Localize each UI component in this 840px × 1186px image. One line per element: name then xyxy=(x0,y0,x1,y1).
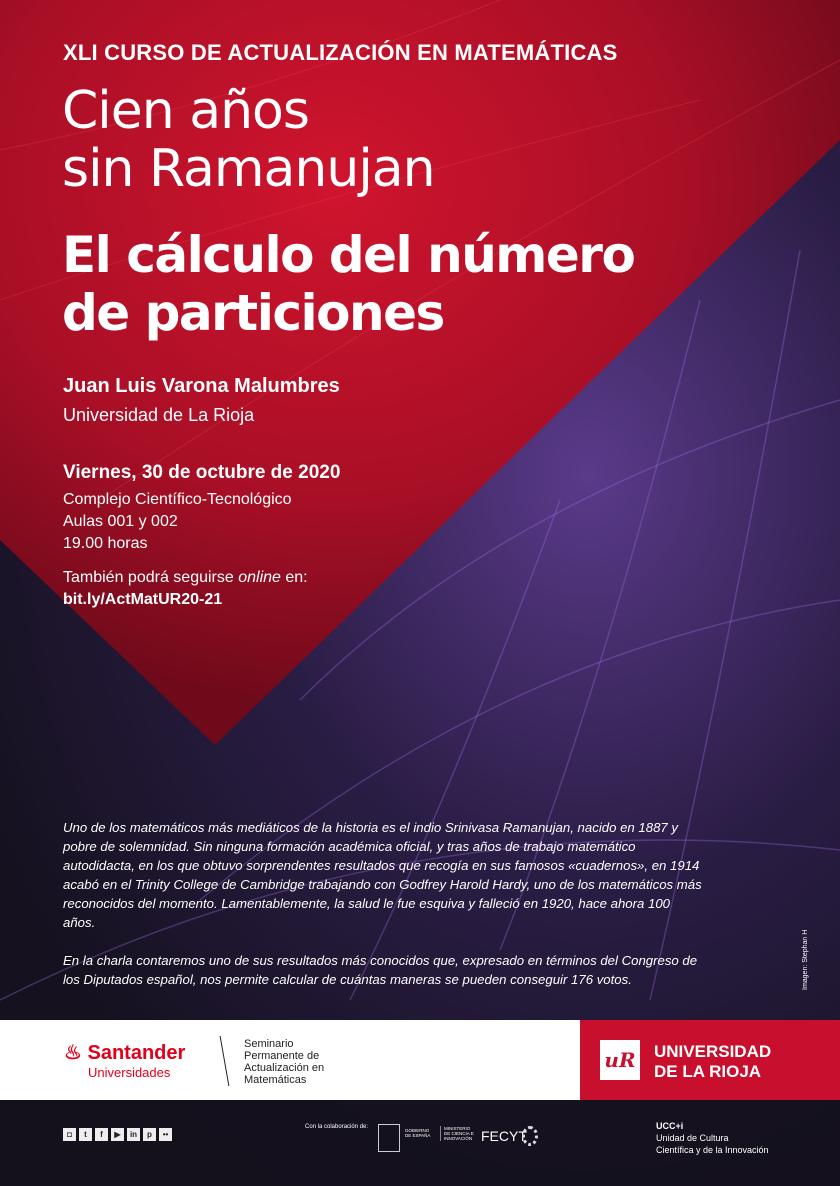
ucci-title: UCC+i xyxy=(656,1121,684,1131)
ur-line: DE LA RIOJA xyxy=(654,1062,762,1081)
fecyt-molecule-icon xyxy=(522,1126,538,1146)
venue: Complejo Científico-Tecnológico Aulas 00… xyxy=(63,489,292,555)
seminario-line: Permanente de xyxy=(244,1050,320,1062)
ministry-label: MINISTERIO DE CIENCIA E INNOVACIÓN xyxy=(440,1126,474,1141)
subtitle-line: de particiones xyxy=(62,284,445,342)
seminario-logo: Seminario Permanente de Actualización en Ma… xyxy=(244,1038,324,1086)
gov-label: GOBIERNO DE ESPAÑA xyxy=(405,1128,431,1138)
venue-line: Aulas 001 y 002 xyxy=(63,513,178,530)
course-kicker: XLI CURSO DE ACTUALIZACIÓN EN MATEMÁTICA… xyxy=(63,40,618,65)
ur-band: uR UNIVERSIDAD DE LA RIOJA xyxy=(580,1020,840,1100)
description-paragraph: Uno de los matemáticos más mediáticos de… xyxy=(63,820,702,930)
venue-line: Complejo Científico-Tecnológico xyxy=(63,491,292,508)
flame-icon: ♨ xyxy=(64,1042,82,1064)
affiliation: Universidad de La Rioja xyxy=(63,405,255,425)
footer: ◘ t f ▶ in p •• Con la colaboración de: GOBIER… xyxy=(0,1100,840,1186)
online-info: También podrá seguirse online en: bit.ly… xyxy=(63,567,308,611)
title-line: sin Ramanujan xyxy=(62,139,436,199)
santander-logo: ♨ Santander Universidades xyxy=(64,1040,185,1080)
title: Cien años sin Ramanujan xyxy=(62,81,436,199)
seminario-line: Actualización en xyxy=(244,1062,325,1074)
divider xyxy=(219,1036,230,1086)
flickr-icon[interactable]: •• xyxy=(159,1128,172,1141)
collab-label: Con la colaboración de: xyxy=(305,1124,369,1130)
ur-name: UNIVERSIDAD DE LA RIOJA xyxy=(654,1042,771,1082)
subtitle-line: El cálculo del número xyxy=(62,226,636,284)
seminario-line: Matemáticas xyxy=(244,1074,307,1086)
event-date: Viernes, 30 de octubre de 2020 xyxy=(63,462,341,483)
image-credit: Imagen: Stephan H xyxy=(802,929,809,990)
santander-sub: Universidades xyxy=(88,1065,171,1080)
instagram-icon[interactable]: ◘ xyxy=(63,1128,76,1141)
ucci-logo: UCC+i Unidad de Cultura Científica y de … xyxy=(656,1120,769,1156)
ucci-line: Científica y de la Innovación xyxy=(656,1145,769,1155)
author: Juan Luis Varona Malumbres xyxy=(63,375,340,397)
description: Uno de los matemáticos más mediáticos de… xyxy=(63,818,703,1008)
description-paragraph: En la charla contaremos uno de sus resul… xyxy=(63,953,698,987)
social-icons: ◘ t f ▶ in p •• xyxy=(63,1128,172,1141)
twitter-icon[interactable]: t xyxy=(79,1128,92,1141)
facebook-icon[interactable]: f xyxy=(95,1128,108,1141)
santander-name: Santander xyxy=(87,1042,186,1064)
online-em: online xyxy=(238,569,281,586)
fecyt-logo: FECYT xyxy=(481,1128,527,1144)
online-text: en: xyxy=(280,569,308,586)
red-triangle xyxy=(0,0,840,745)
subtitle: El cálculo del número de particiones xyxy=(62,226,636,342)
ur-line: UNIVERSIDAD xyxy=(654,1042,772,1061)
youtube-icon[interactable]: ▶ xyxy=(111,1128,124,1141)
online-text: También podrá seguirse xyxy=(63,569,239,586)
spain-coat-of-arms-icon xyxy=(378,1124,400,1152)
seminario-line: Seminario xyxy=(244,1038,294,1050)
ur-logo-icon: uR xyxy=(600,1040,640,1080)
linkedin-icon[interactable]: in xyxy=(127,1128,140,1141)
sponsor-band: ♨ Santander Universidades Seminario Perma… xyxy=(0,1020,580,1100)
venue-line: 19.00 horas xyxy=(63,535,148,552)
ucci-line: Unidad de Cultura xyxy=(656,1133,729,1143)
pinterest-icon[interactable]: p xyxy=(143,1128,156,1141)
stream-link[interactable]: bit.ly/ActMatUR20-21 xyxy=(63,591,223,608)
title-line: Cien años xyxy=(62,81,310,141)
